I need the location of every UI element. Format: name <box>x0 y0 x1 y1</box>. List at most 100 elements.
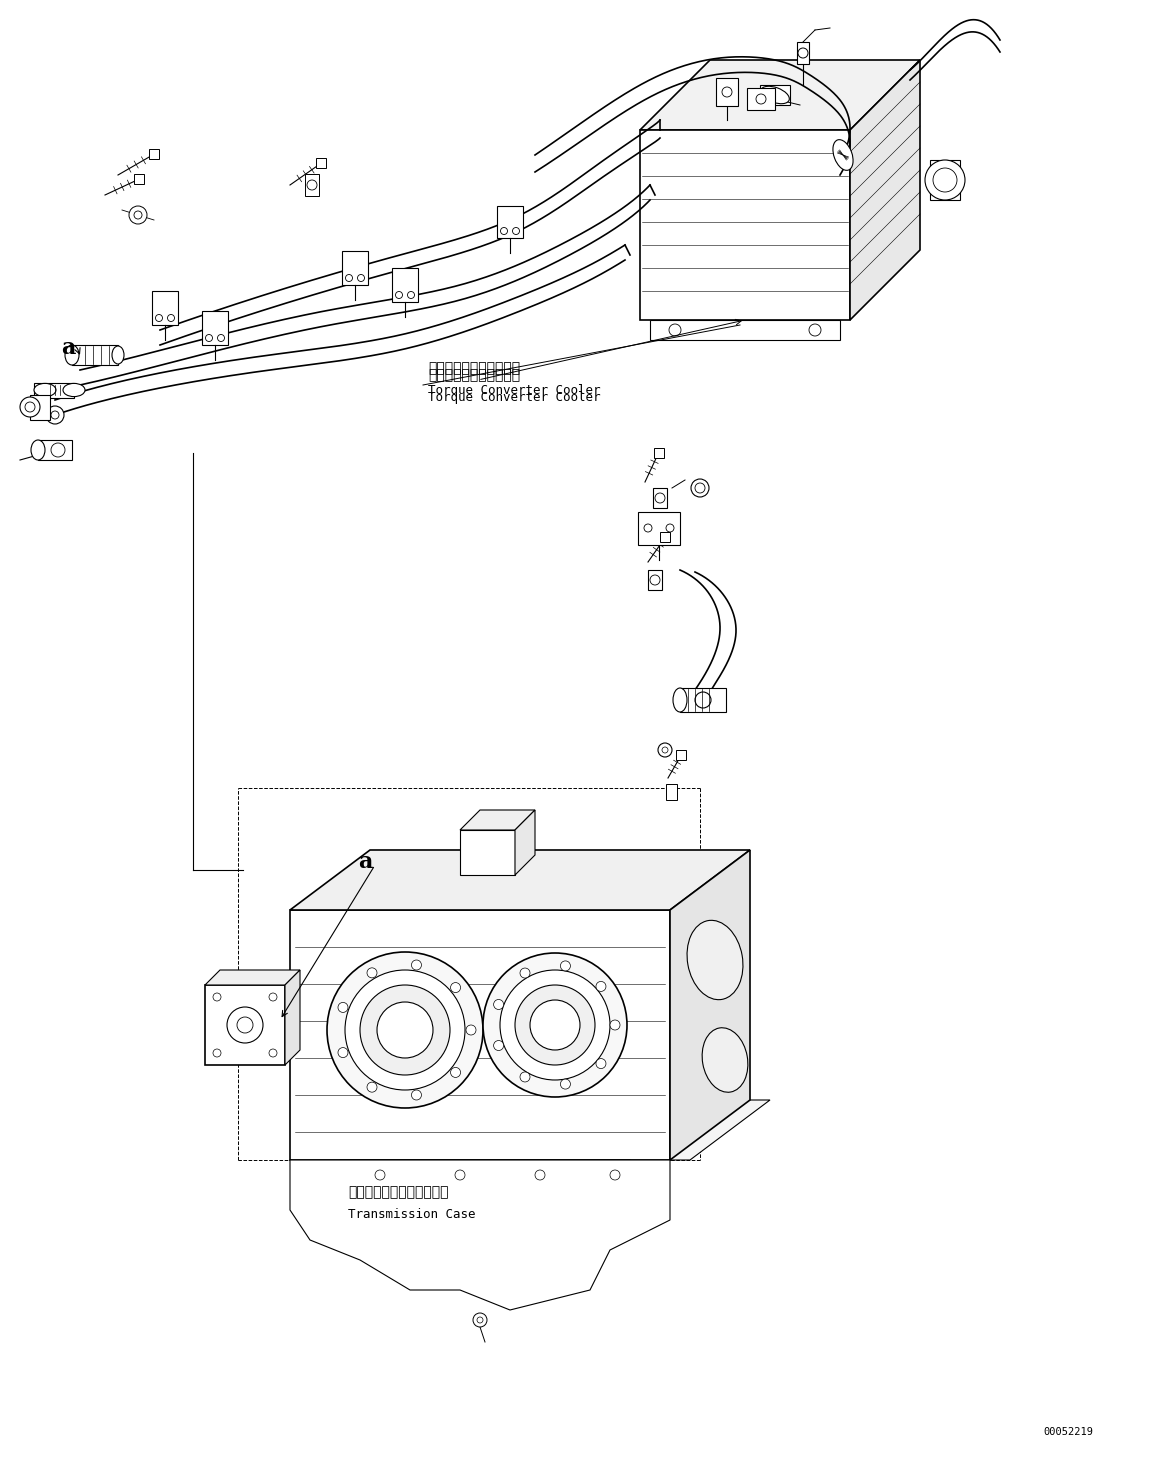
Circle shape <box>535 1169 545 1180</box>
Polygon shape <box>205 970 300 986</box>
Circle shape <box>307 179 317 190</box>
Circle shape <box>925 160 965 200</box>
Circle shape <box>530 1000 580 1050</box>
Bar <box>135 174 144 184</box>
Circle shape <box>933 168 957 192</box>
Ellipse shape <box>31 440 45 461</box>
Circle shape <box>520 968 530 978</box>
Circle shape <box>477 1317 483 1322</box>
Ellipse shape <box>34 383 56 397</box>
Circle shape <box>669 324 682 335</box>
Text: Torque Converter Cooler: Torque Converter Cooler <box>428 391 600 404</box>
Bar <box>648 570 662 590</box>
Polygon shape <box>72 346 117 364</box>
Ellipse shape <box>673 688 687 712</box>
Polygon shape <box>290 910 670 1161</box>
Text: a: a <box>358 851 372 873</box>
Circle shape <box>473 1314 487 1327</box>
Bar <box>666 784 677 800</box>
Ellipse shape <box>833 140 854 171</box>
Circle shape <box>520 1072 530 1082</box>
Circle shape <box>695 483 705 493</box>
Polygon shape <box>640 130 850 319</box>
Circle shape <box>611 1169 620 1180</box>
Circle shape <box>407 292 414 299</box>
Polygon shape <box>152 292 178 325</box>
Bar <box>930 160 959 200</box>
Circle shape <box>327 952 483 1108</box>
Bar <box>797 42 809 64</box>
Circle shape <box>368 968 377 978</box>
Polygon shape <box>638 512 680 545</box>
Circle shape <box>455 1169 465 1180</box>
Circle shape <box>51 443 65 456</box>
Ellipse shape <box>65 346 79 364</box>
Bar <box>316 159 326 168</box>
Circle shape <box>515 986 595 1064</box>
Circle shape <box>213 1048 221 1057</box>
Text: トランスミッションケース: トランスミッションケース <box>348 1185 449 1198</box>
Polygon shape <box>515 811 535 875</box>
Circle shape <box>395 292 402 299</box>
Circle shape <box>213 993 221 1002</box>
Circle shape <box>644 523 652 532</box>
Circle shape <box>798 48 808 58</box>
Circle shape <box>412 959 421 970</box>
Bar <box>747 87 775 109</box>
Polygon shape <box>202 311 228 346</box>
Bar <box>652 488 668 507</box>
Bar <box>305 174 319 195</box>
Circle shape <box>129 206 147 225</box>
Circle shape <box>658 744 672 757</box>
Circle shape <box>345 274 352 281</box>
Circle shape <box>338 1048 348 1057</box>
Text: Transmission Case: Transmission Case <box>348 1207 476 1220</box>
Circle shape <box>206 334 213 341</box>
Text: トルクコンバータクーラ: トルクコンバータクーラ <box>428 367 520 382</box>
Circle shape <box>450 1067 461 1077</box>
Bar <box>676 751 686 761</box>
Polygon shape <box>650 319 840 340</box>
Circle shape <box>493 1000 504 1009</box>
Circle shape <box>167 315 174 322</box>
Circle shape <box>650 574 659 585</box>
Polygon shape <box>290 1099 770 1161</box>
Circle shape <box>357 274 364 281</box>
Circle shape <box>20 397 40 417</box>
Circle shape <box>269 1048 277 1057</box>
Circle shape <box>237 1018 254 1034</box>
Circle shape <box>377 1002 433 1059</box>
Ellipse shape <box>63 383 85 397</box>
Circle shape <box>561 961 570 971</box>
Bar <box>461 830 515 875</box>
Circle shape <box>269 993 277 1002</box>
Circle shape <box>691 480 709 497</box>
Circle shape <box>227 1007 263 1042</box>
Circle shape <box>666 523 675 532</box>
Circle shape <box>695 693 711 709</box>
Circle shape <box>412 1091 421 1099</box>
Bar <box>149 149 159 159</box>
Ellipse shape <box>761 86 790 104</box>
Circle shape <box>368 1082 377 1092</box>
Polygon shape <box>392 268 418 302</box>
Bar <box>661 532 670 542</box>
Polygon shape <box>850 60 920 319</box>
Circle shape <box>513 227 520 235</box>
Circle shape <box>595 981 606 991</box>
Text: トルクコンバータクーラ: トルクコンバータクーラ <box>428 362 520 375</box>
Circle shape <box>483 954 627 1096</box>
Circle shape <box>595 1059 606 1069</box>
Circle shape <box>47 405 64 424</box>
Text: a: a <box>60 337 76 359</box>
Polygon shape <box>205 986 285 1064</box>
Ellipse shape <box>702 1028 748 1092</box>
Circle shape <box>493 1041 504 1051</box>
Circle shape <box>809 324 821 335</box>
Circle shape <box>134 211 142 219</box>
Circle shape <box>156 315 163 322</box>
Circle shape <box>500 970 611 1080</box>
Polygon shape <box>285 970 300 1064</box>
Circle shape <box>722 87 732 98</box>
Circle shape <box>217 334 224 341</box>
